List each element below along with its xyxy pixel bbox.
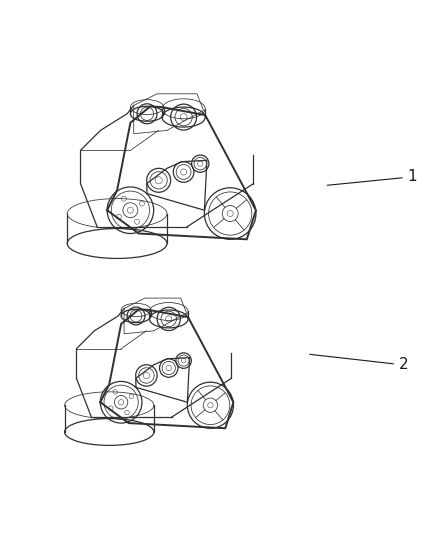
Text: 2: 2 <box>309 354 408 373</box>
Text: 1: 1 <box>327 169 417 185</box>
